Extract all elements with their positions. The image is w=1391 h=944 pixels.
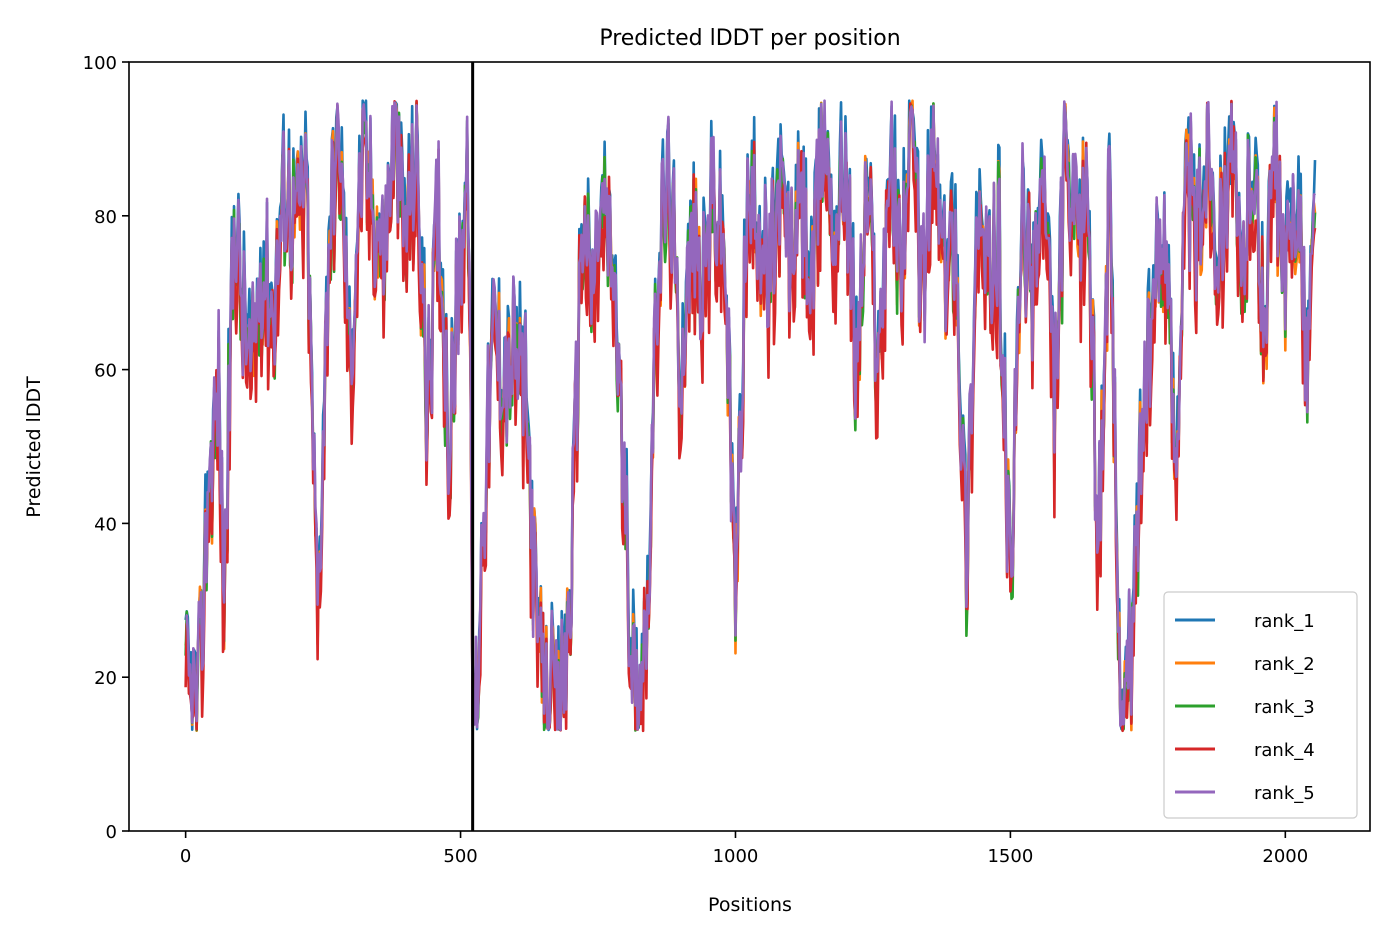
series-line-rank_4 bbox=[184, 99, 1317, 733]
legend: rank_1 rank_2 rank_3 rank_4 rank_5 bbox=[1163, 591, 1358, 819]
y-tick-label: 40 bbox=[94, 514, 117, 535]
plot-frame bbox=[128, 61, 1371, 832]
x-tick-label: 2000 bbox=[1262, 846, 1308, 867]
y-tick-label: 100 bbox=[83, 53, 117, 74]
y-tick-label: 0 bbox=[106, 822, 117, 843]
y-tick-label: 80 bbox=[94, 207, 117, 228]
y-axis: 0 20 40 60 80 100 bbox=[83, 53, 129, 843]
y-axis-label: Predicted lDDT bbox=[23, 376, 45, 518]
y-tick-label: 20 bbox=[94, 668, 117, 689]
x-tick-label: 500 bbox=[443, 846, 477, 867]
series-line-rank_5 bbox=[185, 99, 1317, 732]
x-tick-label: 0 bbox=[180, 846, 191, 867]
legend-label-rank_2: rank_2 bbox=[1254, 654, 1315, 675]
y-tick-label: 60 bbox=[94, 361, 117, 382]
x-axis: 0 500 1000 1500 2000 bbox=[180, 831, 1308, 867]
legend-label-rank_5: rank_5 bbox=[1254, 783, 1315, 804]
legend-label-rank_1: rank_1 bbox=[1254, 611, 1315, 632]
x-axis-label: Positions bbox=[708, 894, 792, 916]
legend-label-rank_3: rank_3 bbox=[1254, 697, 1315, 718]
chart-title: Predicted lDDT per position bbox=[599, 26, 900, 51]
x-tick-label: 1500 bbox=[987, 846, 1033, 867]
series-layer bbox=[184, 99, 1317, 733]
legend-label-rank_4: rank_4 bbox=[1254, 740, 1315, 761]
legend-box bbox=[1163, 591, 1358, 819]
x-tick-label: 1000 bbox=[713, 846, 759, 867]
